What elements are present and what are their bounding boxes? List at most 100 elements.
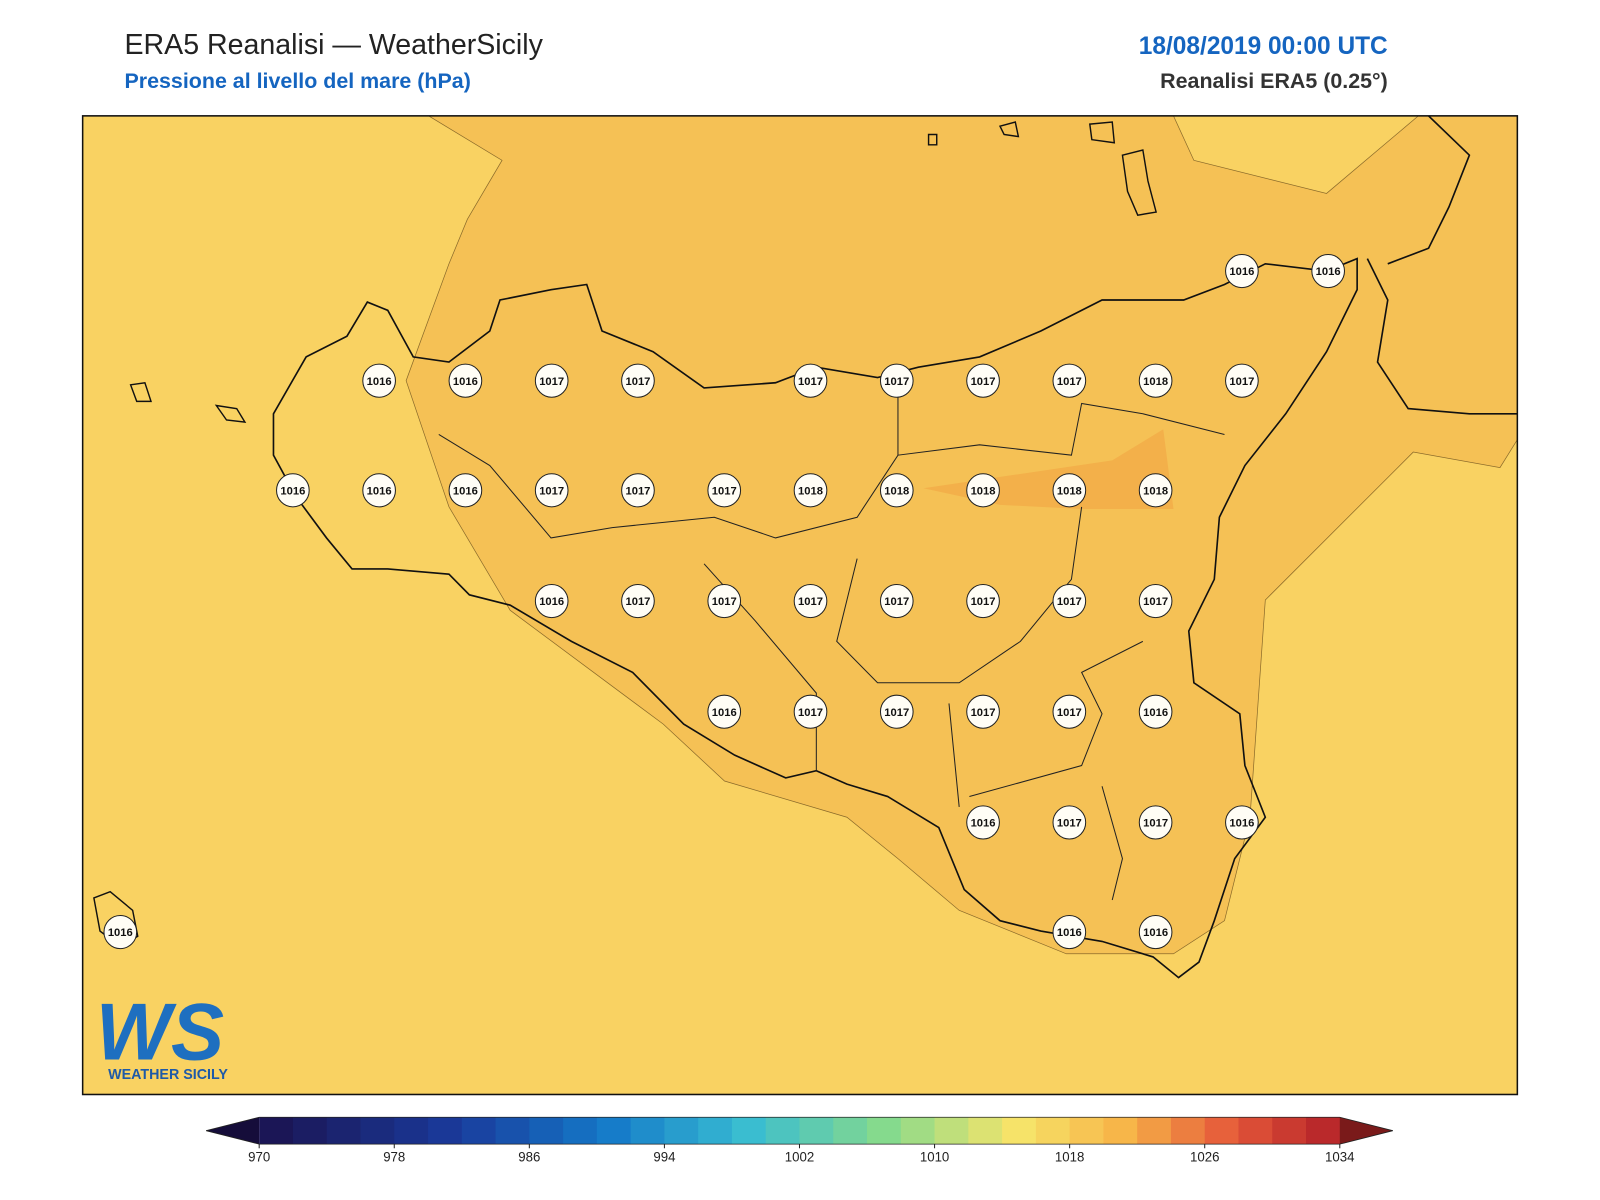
colorbar-bin — [326, 1117, 362, 1145]
pressure-label: 1016 — [367, 485, 392, 497]
label-marker — [1225, 805, 1259, 840]
label-marker — [1052, 915, 1087, 950]
label-marker — [103, 915, 138, 950]
colorbar-tick-label: 978 — [383, 1150, 405, 1165]
pressure-label: 1017 — [971, 596, 996, 608]
label-marker — [966, 805, 1000, 840]
colorbar-bin — [1204, 1117, 1239, 1145]
pressure-label: 1017 — [712, 596, 737, 608]
title: ERA5 Reanalisi — WeatherSicily — [124, 29, 543, 61]
pressure-label: 1017 — [625, 485, 650, 497]
colorbar-bin — [360, 1117, 395, 1145]
pressure-label: 1017 — [1143, 817, 1168, 829]
coastline — [272, 257, 1358, 979]
colorbar-bin — [698, 1117, 733, 1145]
colorbar-tick-label: 994 — [653, 1150, 676, 1165]
colorbar-bin — [563, 1117, 598, 1145]
label-marker — [1052, 583, 1087, 619]
colorbar-bin — [1035, 1117, 1071, 1145]
colorbar-bin — [731, 1117, 767, 1145]
logo: WS WEATHER SICILY — [96, 986, 228, 1083]
colorbar-bin — [1002, 1117, 1037, 1145]
label-marker — [966, 473, 1000, 508]
colorbar-bin — [1137, 1117, 1172, 1145]
colorbar-bin — [1069, 1117, 1104, 1145]
label-marker — [793, 694, 828, 729]
colorbar-bin — [934, 1117, 969, 1145]
colorbar-bin — [630, 1117, 665, 1145]
colorbar-tick-label: 970 — [248, 1150, 270, 1165]
pressure-label: 1017 — [798, 376, 823, 388]
label-marker — [362, 363, 396, 398]
colorbar-bin — [1272, 1117, 1307, 1145]
label-marker — [1138, 363, 1173, 398]
label-marker — [793, 363, 828, 398]
label-marker — [707, 583, 742, 619]
label-marker — [707, 694, 742, 729]
pressure-label: 1017 — [539, 485, 564, 497]
pressure-label: 1016 — [712, 707, 737, 719]
pressure-label: 1017 — [625, 596, 650, 608]
colorbar: 970 978 986 994 1002 1010 1018 1026 1034 — [206, 1116, 1393, 1165]
label-marker — [879, 694, 914, 729]
label-marker — [1138, 805, 1173, 840]
label-marker — [621, 473, 655, 508]
label-marker — [879, 363, 914, 398]
colorbar-bin — [428, 1117, 463, 1145]
pressure-label: 1017 — [884, 376, 909, 388]
label-marker — [1052, 473, 1087, 508]
label-marker — [534, 363, 569, 398]
label-marker — [1138, 915, 1173, 950]
logo-text: WEATHER SICILY — [108, 1067, 228, 1083]
colorbar-bin — [900, 1117, 936, 1145]
label-marker — [1138, 583, 1173, 619]
pressure-label: 1017 — [798, 596, 823, 608]
colorbar-bin — [799, 1117, 834, 1145]
map-frame — [81, 115, 1519, 1096]
colorbar-bin — [495, 1117, 530, 1145]
province-border — [438, 372, 1225, 901]
pressure-label: 1017 — [1057, 376, 1082, 388]
pressure-label: 1018 — [884, 485, 909, 497]
colorbar-bin — [292, 1117, 328, 1145]
pressure-label: 1017 — [1229, 376, 1254, 388]
label-marker — [362, 473, 396, 508]
colorbar-bin — [1170, 1117, 1206, 1145]
label-marker — [793, 583, 828, 619]
colorbar-bin — [259, 1117, 294, 1145]
pressure-label: 1016 — [1057, 927, 1082, 939]
label-marker — [1311, 253, 1345, 289]
label-marker — [793, 473, 828, 508]
label-marker — [1052, 694, 1087, 729]
label-marker — [879, 473, 914, 508]
pressure-label: 1018 — [798, 485, 823, 497]
pressure-label: 1017 — [1057, 707, 1082, 719]
colorbar-bin — [1238, 1117, 1273, 1145]
colorbar-tick-label: 1026 — [1190, 1150, 1219, 1165]
model: Reanalisi ERA5 (0.25°) — [1160, 68, 1388, 93]
colorbar-tick-label: 1034 — [1325, 1150, 1355, 1165]
map — [81, 115, 1519, 1096]
pressure-label: 1017 — [539, 376, 564, 388]
label-marker — [1052, 363, 1087, 398]
label-marker — [966, 694, 1000, 729]
pressure-label: 1018 — [971, 485, 996, 497]
island — [93, 121, 1158, 948]
colorbar-bin — [664, 1117, 699, 1145]
pressure-label: 1016 — [539, 596, 564, 608]
pressure-label: 1018 — [1143, 376, 1168, 388]
label-marker — [448, 363, 483, 398]
pressure-label: 1017 — [971, 376, 996, 388]
pressure-label: 1016 — [1316, 266, 1341, 278]
label-marker — [621, 583, 655, 619]
label-marker — [1052, 805, 1087, 840]
colorbar-tick-label: 1018 — [1055, 1150, 1084, 1165]
colorbar-bin — [833, 1117, 868, 1145]
label-marker — [534, 583, 569, 619]
colorbar-extend-low — [206, 1117, 260, 1145]
pressure-label: 1018 — [1057, 485, 1082, 497]
pressure-label: 1016 — [280, 485, 305, 497]
pressure-labels: 1016 1016 1016 1016 1017 1017 1017 1017 1017 1017… — [103, 253, 1345, 950]
